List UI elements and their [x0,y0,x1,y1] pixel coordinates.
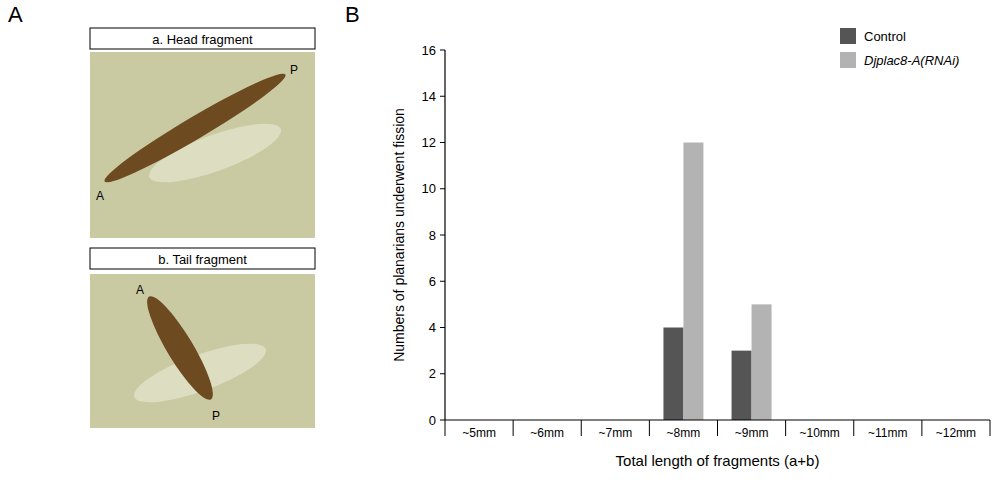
x-category-divider [445,420,446,436]
panel-letter: A [8,2,23,27]
figure: A Ba. Head fragment A Pb. Tail fragment A P 0 2… [0,0,1000,480]
photo-title-box [90,28,315,49]
legend-swatch [840,52,856,68]
y-tick-label: 14 [422,89,436,104]
bars [663,143,771,421]
y-tick-label: 0 [429,413,436,428]
x-tick-label: ~8mm [667,426,701,440]
anterior-label: A [96,189,104,203]
y-tick-label: 8 [429,228,436,243]
panel-letter: B [345,2,360,27]
posterior-label: P [212,409,220,423]
legend-label: Djplac8-A(RNAi) [864,53,959,68]
y-tick [440,235,445,236]
y-tick [440,327,445,328]
photo-title-box [90,248,315,269]
y-tick-label: 10 [422,181,436,196]
y-tick [440,373,445,374]
y-tick [440,188,445,189]
y-tick [440,420,445,421]
photo-title: a. Head fragment [152,32,253,47]
y-tick-label: 2 [429,366,436,381]
photo-background [90,52,315,238]
y-tick [440,142,445,143]
y-tick-label: 16 [422,43,436,58]
x-tick-label: ~5mm [462,426,496,440]
anterior-label: A [136,283,144,297]
x-tick-label: ~12mm [936,426,976,440]
y-axis-title: Numbers of planarians underwent fission [391,108,407,362]
planarian [99,65,291,191]
legend-label: Control [864,29,906,44]
y-tick-label: 6 [429,274,436,289]
x-category-divider [785,420,786,436]
bar [683,143,703,421]
x-tick-label: ~9mm [735,426,769,440]
x-category-divider [581,420,582,436]
x-category-divider [717,420,718,436]
x-tick-label: ~6mm [530,426,564,440]
x-tick-label: ~10mm [800,426,840,440]
y-tick-label: 4 [429,320,436,335]
bar [663,328,683,421]
x-tick-label: ~11mm [868,426,907,440]
x-category-divider [990,420,991,436]
bar [752,304,772,420]
y-tick-label: 12 [422,135,436,150]
x-tick-label: ~7mm [598,426,632,440]
photo-title: b. Tail fragment [158,252,247,267]
photo-background [90,274,315,428]
x-category-divider [853,420,854,436]
x-category-divider [921,420,922,436]
x-category-divider [513,420,514,436]
bar [732,351,752,420]
posterior-label: P [290,63,298,77]
legend-swatch [840,28,856,44]
planarian [138,290,222,406]
y-tick [440,96,445,97]
x-axis-title: Total length of fragments (a+b) [616,452,820,469]
y-tick [440,281,445,282]
y-tick [440,50,445,51]
x-category-divider [649,420,650,436]
